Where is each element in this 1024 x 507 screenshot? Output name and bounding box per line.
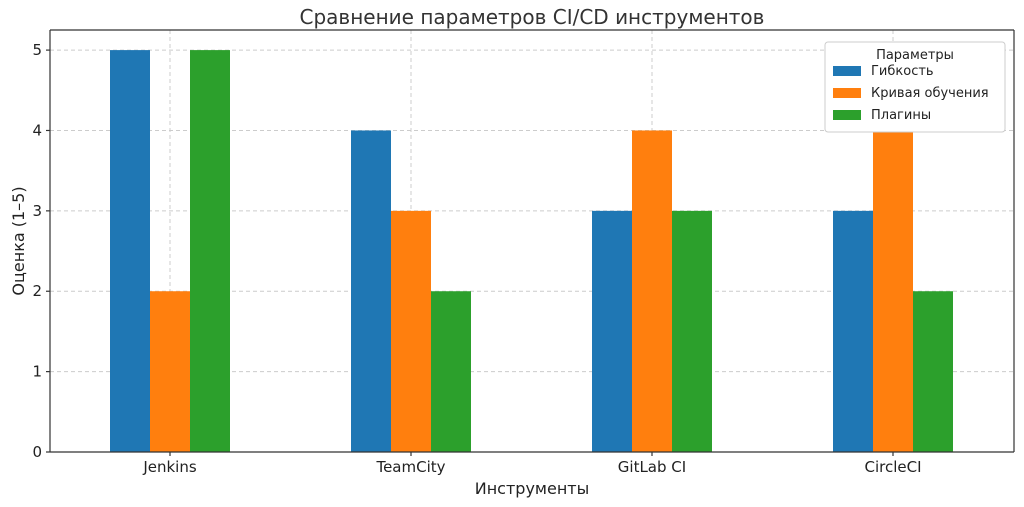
legend-label: Гибкость (871, 64, 934, 79)
y-tick-label: 0 (32, 443, 42, 461)
legend-swatch (833, 88, 861, 98)
y-tick-label: 5 (32, 41, 42, 59)
legend-box (824, 41, 1006, 133)
axes (46, 29, 1015, 456)
bar-gitlab-ci-1 (632, 130, 672, 452)
x-tick-label: CircleCI (864, 458, 921, 476)
bar-jenkins-2 (190, 50, 230, 452)
legend-swatch (833, 110, 861, 120)
bar-gitlab-ci-2 (672, 210, 712, 452)
legend-title: Параметры (876, 48, 954, 63)
y-tick-label: 1 (32, 363, 42, 381)
legend-label: Плагины (871, 108, 931, 123)
y-tick-label: 3 (32, 202, 42, 220)
bar-gitlab-ci-0 (592, 210, 632, 452)
bar-jenkins-1 (150, 291, 190, 452)
x-tick-label: GitLab CI (618, 458, 686, 476)
bar-teamcity-1 (391, 210, 431, 452)
x-axis-label: Инструменты (475, 479, 590, 498)
legend-items: Гибкость Кривая обучения Плагины (833, 64, 989, 123)
bar-circleci-2 (913, 291, 953, 452)
x-tick-label: Jenkins (142, 458, 197, 476)
legend-label: Кривая обучения (871, 86, 989, 101)
chart-title: Сравнение параметров CI/CD инструментов (300, 5, 765, 29)
tick-labels: 0 1 2 3 4 5 Jenkins TeamCity GitLab CI CircleCI (32, 41, 921, 476)
bar-circleci-1 (873, 130, 913, 452)
y-tick-label: 2 (32, 282, 42, 300)
bar-teamcity-0 (351, 130, 391, 452)
bar-jenkins-0 (110, 50, 150, 452)
legend: Параметры Гибкость Кривая обучения Плагины (824, 41, 1006, 133)
bar-teamcity-2 (431, 291, 471, 452)
y-axis-label: Оценка (1–5) (9, 186, 28, 295)
legend-swatch (833, 66, 861, 76)
bars (110, 50, 953, 452)
bar-circleci-0 (833, 210, 873, 452)
y-tick-label: 4 (32, 121, 42, 139)
x-tick-label: TeamCity (375, 458, 445, 476)
